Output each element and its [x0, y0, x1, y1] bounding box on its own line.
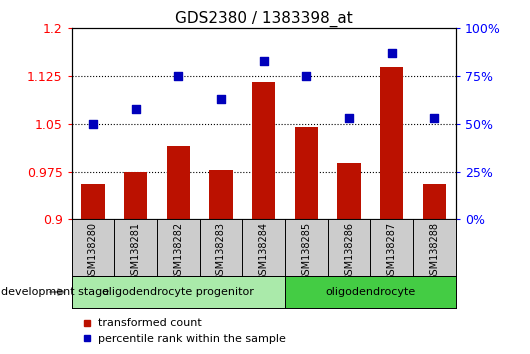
Bar: [295, 127, 318, 219]
Text: GSM138282: GSM138282: [173, 222, 183, 281]
Text: GSM138281: GSM138281: [130, 222, 140, 281]
Text: oligodendrocyte progenitor: oligodendrocyte progenitor: [102, 287, 254, 297]
Point: [260, 58, 268, 64]
Text: GSM138284: GSM138284: [259, 222, 269, 281]
Bar: [72, 276, 285, 308]
Point: [302, 73, 311, 79]
Point: [387, 50, 396, 56]
Bar: [285, 276, 456, 308]
Point: [89, 121, 97, 127]
Point: [217, 96, 225, 102]
Point: [174, 73, 182, 79]
Text: GSM138283: GSM138283: [216, 222, 226, 281]
Bar: [209, 170, 233, 219]
Point: [131, 106, 140, 112]
Point: [430, 115, 439, 121]
Point: [345, 115, 354, 121]
Text: GSM138280: GSM138280: [88, 222, 98, 281]
Text: GSM138286: GSM138286: [344, 222, 354, 281]
Bar: [252, 82, 276, 219]
Text: development stage: development stage: [1, 287, 109, 297]
Bar: [124, 172, 147, 219]
Text: oligodendrocyte: oligodendrocyte: [325, 287, 416, 297]
Bar: [81, 184, 104, 219]
Text: GSM138288: GSM138288: [429, 222, 439, 281]
Bar: [380, 67, 403, 219]
Title: GDS2380 / 1383398_at: GDS2380 / 1383398_at: [175, 11, 352, 27]
Text: GSM138287: GSM138287: [387, 222, 397, 281]
Bar: [166, 146, 190, 219]
Text: GSM138285: GSM138285: [302, 222, 311, 281]
Legend: transformed count, percentile rank within the sample: transformed count, percentile rank withi…: [77, 314, 290, 348]
Bar: [423, 184, 446, 219]
Bar: [337, 164, 361, 219]
